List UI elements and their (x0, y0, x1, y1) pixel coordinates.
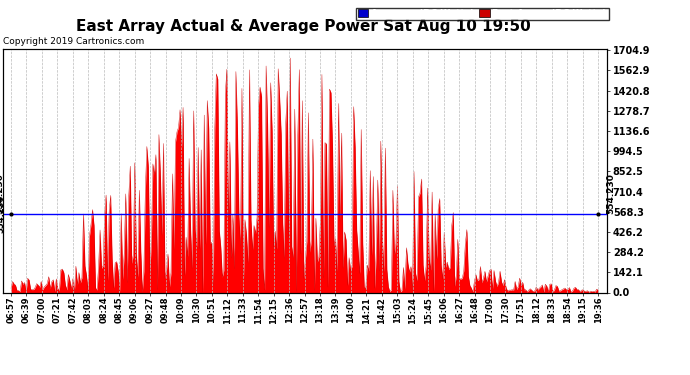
Legend: Average  (DC Watts), East Array  (DC Watts): Average (DC Watts), East Array (DC Watts… (356, 8, 609, 20)
Text: 554.230: 554.230 (606, 173, 615, 214)
Text: Copyright 2019 Cartronics.com: Copyright 2019 Cartronics.com (3, 38, 145, 46)
Text: 554.230: 554.230 (0, 195, 5, 233)
Text: 554.230: 554.230 (0, 173, 5, 214)
Text: East Array Actual & Average Power Sat Aug 10 19:50: East Array Actual & Average Power Sat Au… (76, 19, 531, 34)
